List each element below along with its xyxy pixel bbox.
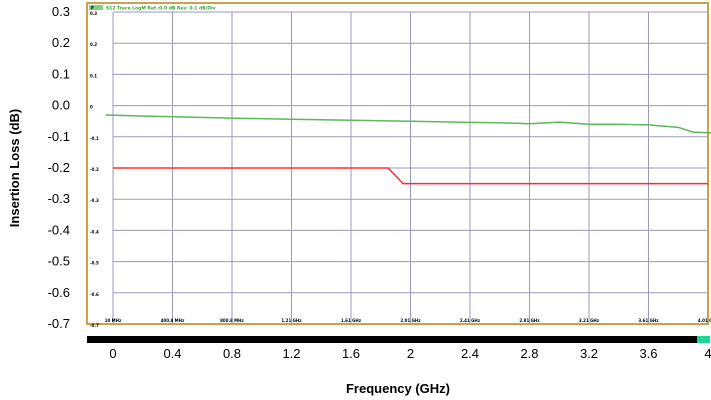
series-line-0 <box>105 114 711 134</box>
inner-y-label: 0.2 <box>90 42 97 47</box>
inner-y-label: -0.2 <box>90 167 99 172</box>
inner-y-label: 0 <box>90 105 93 110</box>
y-tick-label: -0.1 <box>48 129 70 144</box>
y-tick-label: 0.1 <box>52 66 70 81</box>
y-tick-label: -0.3 <box>48 191 70 206</box>
inner-y-label: -0.1 <box>90 136 99 141</box>
inner-y-label: 0.3 <box>90 11 97 16</box>
inner-y-label: -0.7 <box>90 323 99 328</box>
header-tag-box <box>89 5 103 10</box>
inner-x-label: 2.41 GHz <box>460 318 481 323</box>
header-tag: F <box>91 6 94 12</box>
x-tick-label: 3.6 <box>639 346 657 361</box>
x-tick-label: 2.8 <box>520 346 538 361</box>
y-tick-label: 0.2 <box>52 35 70 50</box>
y-tick-label: -0.7 <box>48 316 70 331</box>
x-axis-label: Frequency (GHz) <box>346 381 450 396</box>
bottom-marker <box>697 336 710 343</box>
x-tick-label: 1.2 <box>282 346 300 361</box>
inner-y-label: -0.3 <box>90 198 99 203</box>
x-tick-label: 2 <box>407 346 414 361</box>
inner-x-label: 1.61 GHz <box>341 318 362 323</box>
x-tick-label: 1.6 <box>342 346 360 361</box>
y-tick-label: 0.0 <box>52 98 70 113</box>
inner-x-label: 800.8 MHz <box>220 318 244 323</box>
series-lines <box>105 114 711 185</box>
x-tick-label: 0.4 <box>163 346 181 361</box>
y-tick-label: -0.6 <box>48 285 70 300</box>
x-tick-label: 2.4 <box>461 346 479 361</box>
x-tick-label: 3.2 <box>580 346 598 361</box>
inner-labels: 0.3 0.2 0.1 0 -0.1 -0.2 -0.3 -0.4 -0.5 -0.6 -0.7 10… <box>90 11 711 328</box>
x-tick-label: 4 <box>704 346 711 361</box>
plot-frame <box>86 2 709 325</box>
y-axis-label: Insertion Loss (dB) <box>7 109 22 227</box>
inner-y-label: -0.5 <box>90 261 99 266</box>
inner-x-label: 2.01 GHz <box>400 318 421 323</box>
inner-x-label: 3.61 GHz <box>638 318 659 323</box>
y-tick-label: 0.3 <box>52 4 70 19</box>
x-tick-label: 0 <box>109 346 116 361</box>
header-text: S12 Trace LogM Ref.:0.0 dB Res: 0.1 dB/D… <box>106 6 216 12</box>
inner-x-label: 4.01 GHz <box>698 318 711 323</box>
inner-y-label: 0.1 <box>90 73 97 78</box>
inner-y-label: -0.4 <box>90 229 99 234</box>
inner-x-label: 400.8 MHz <box>161 318 185 323</box>
y-tick-label: -0.5 <box>48 254 70 269</box>
inner-x-label: 2.81 GHz <box>519 318 540 323</box>
y-tick-labels: 0.3 0.2 0.1 0.0 -0.1 -0.2 -0.3 -0.4 -0.5 -0.6 -0.7 <box>48 4 70 331</box>
y-tick-label: -0.2 <box>48 160 70 175</box>
x-tick-labels: 0 0.4 0.8 1.2 1.6 2 2.4 2.8 3.2 3.6 4 <box>109 346 711 361</box>
inner-x-label: 1.21 GHz <box>281 318 302 323</box>
inner-x-label: 10 MHz <box>105 318 122 323</box>
outer-frame <box>86 2 709 325</box>
series-line-1 <box>113 167 708 185</box>
x-tick-label: 0.8 <box>223 346 241 361</box>
y-tick-label: -0.4 <box>48 222 70 237</box>
inner-y-label: -0.6 <box>90 292 99 297</box>
bottom-bar <box>87 336 710 343</box>
trace-header: F S12 Trace LogM Ref.:0.0 dB Res: 0.1 dB… <box>89 5 216 12</box>
inner-x-label: 3.21 GHz <box>579 318 600 323</box>
